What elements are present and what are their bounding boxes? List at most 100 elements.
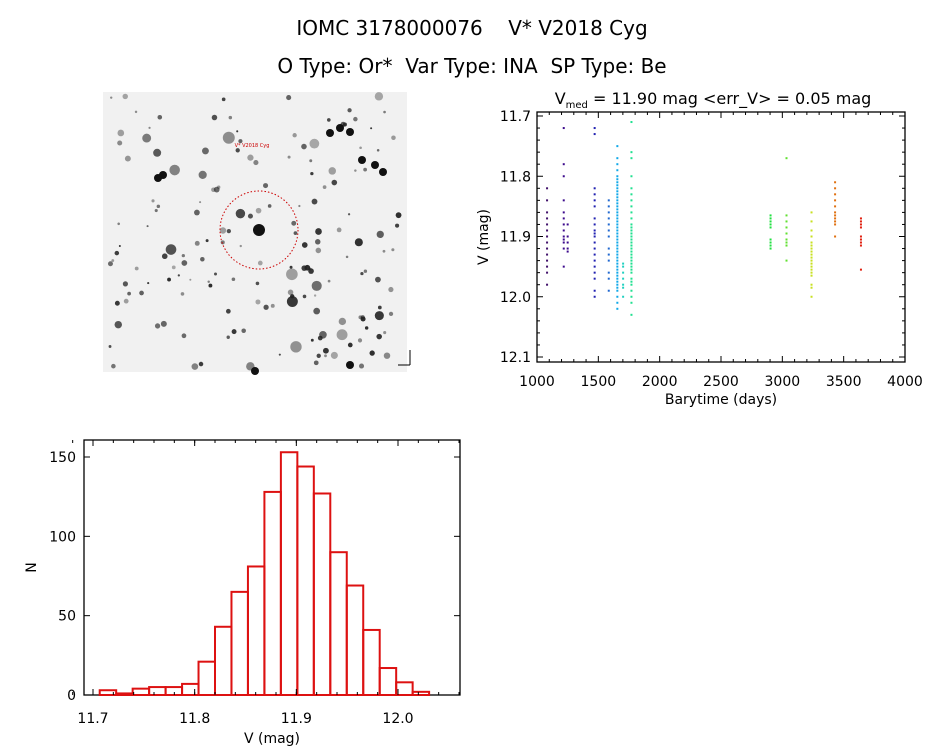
star (347, 108, 352, 113)
data-point (630, 205, 633, 208)
data-point (769, 241, 772, 244)
star (286, 95, 292, 101)
star (180, 292, 185, 296)
star (220, 240, 225, 245)
star (315, 247, 322, 254)
data-point (630, 313, 633, 316)
star (391, 248, 395, 252)
x-tick-label: 11.8 (179, 711, 210, 727)
data-point (630, 256, 633, 259)
data-point (562, 238, 565, 241)
data-point (630, 283, 633, 286)
data-point (616, 178, 619, 181)
data-point (616, 232, 619, 235)
star (241, 328, 246, 334)
star (304, 264, 311, 271)
star (198, 361, 204, 367)
star (375, 276, 381, 283)
data-point (810, 283, 813, 286)
star (154, 174, 162, 182)
data-point (785, 214, 788, 217)
data-point (616, 175, 619, 178)
data-point (630, 253, 633, 256)
histogram-bar (197, 660, 216, 696)
data-point (630, 259, 633, 262)
star (357, 338, 363, 343)
data-point (630, 277, 633, 280)
data-point (562, 175, 565, 178)
data-point (546, 199, 549, 202)
star (289, 265, 293, 269)
data-point (616, 256, 619, 259)
star (255, 299, 261, 305)
data-point (810, 268, 813, 271)
data-point (593, 265, 596, 268)
y-tick-label: 150 (49, 450, 76, 466)
star (124, 155, 131, 162)
star (363, 269, 368, 273)
data-point (607, 271, 610, 274)
star (122, 281, 128, 287)
histogram-bar (345, 584, 365, 697)
plot-frame (83, 439, 461, 696)
star (205, 239, 209, 243)
histogram-bar (263, 490, 282, 697)
data-point (834, 217, 837, 220)
star (336, 329, 348, 341)
data-point (630, 232, 633, 235)
star (382, 249, 386, 253)
data-point (630, 193, 633, 196)
star (211, 114, 218, 121)
light-curve-title: Vmed = 11.90 mag <err_V> = 0.05 mag (555, 89, 872, 111)
star (336, 227, 342, 233)
star (171, 265, 176, 270)
data-point (607, 277, 610, 280)
data-point (769, 238, 772, 241)
data-point (546, 235, 549, 238)
data-point (566, 235, 569, 238)
data-point (834, 193, 837, 196)
data-point (546, 247, 549, 250)
data-point (593, 295, 596, 298)
star (235, 148, 240, 153)
data-point (616, 205, 619, 208)
star (222, 131, 235, 144)
data-point (593, 235, 596, 238)
data-point (562, 199, 565, 202)
data-point (810, 265, 813, 268)
data-point (593, 229, 596, 232)
data-point (566, 223, 569, 226)
star (198, 170, 207, 179)
star (336, 124, 344, 132)
target-star (253, 224, 265, 236)
data-point (616, 187, 619, 190)
data-point (546, 283, 549, 286)
y-tick-label: 50 (58, 609, 76, 625)
data-point (630, 121, 633, 124)
y-axis-label: N (24, 562, 40, 572)
x-tick-label: 12.0 (382, 711, 413, 727)
histogram-bar (395, 681, 414, 696)
data-point (593, 223, 596, 226)
x-axis-label: Barytime (days) (665, 392, 777, 408)
data-point (546, 265, 549, 268)
data-point (616, 253, 619, 256)
star (181, 260, 188, 266)
star (142, 133, 152, 143)
data-point (834, 181, 837, 184)
data-point (562, 127, 565, 130)
data-point (785, 232, 788, 235)
star (360, 271, 364, 276)
star (388, 286, 394, 293)
star (154, 208, 158, 213)
data-point (769, 214, 772, 217)
star (213, 186, 220, 193)
target-label: V* V2018 Cyg (235, 143, 270, 149)
histogram-bar (279, 451, 299, 696)
data-point (630, 151, 633, 154)
data-point (593, 127, 596, 130)
data-point (593, 241, 596, 244)
data-point (630, 238, 633, 241)
star (194, 240, 200, 246)
